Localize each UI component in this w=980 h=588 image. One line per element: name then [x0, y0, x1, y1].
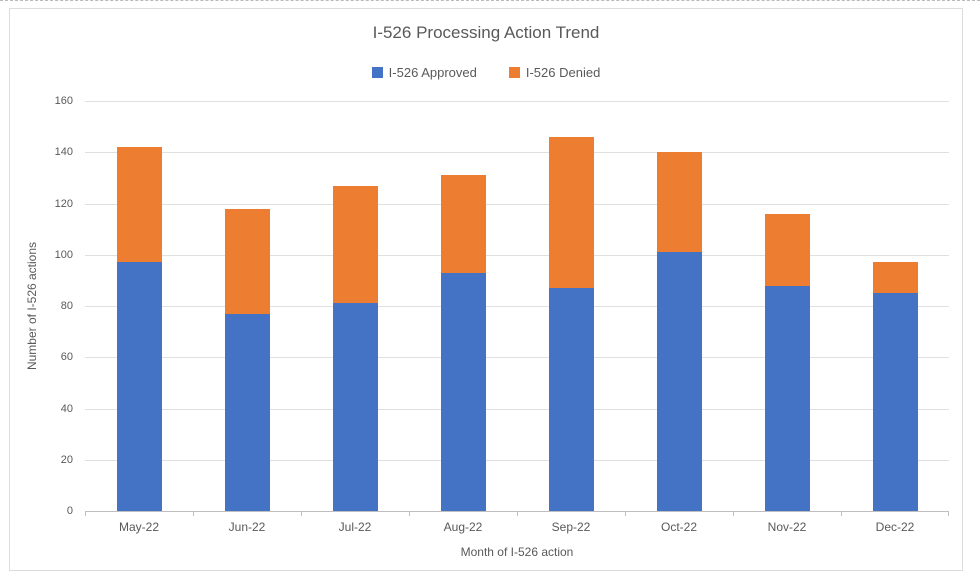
x-tick-label: Nov-22: [767, 520, 807, 534]
bar-segment-i-526-denied: [764, 213, 810, 286]
y-gridline: [85, 101, 949, 102]
y-axis-title: Number of I-526 actions: [25, 241, 39, 371]
y-tick-label: 60: [60, 351, 73, 364]
y-tick-label: 20: [60, 453, 73, 466]
x-tick-label: Jul-22: [338, 520, 372, 534]
page-break-dashed-line: [0, 0, 980, 1]
legend-swatch-icon: [508, 67, 520, 78]
x-axis-title: Month of I-526 action: [460, 545, 574, 559]
y-tick-label: 40: [60, 402, 73, 415]
bar-segment-i-526-approved: [224, 313, 270, 511]
x-axis-tick: [625, 511, 626, 516]
bar-segment-i-526-denied: [224, 208, 270, 314]
x-axis-tick: [517, 511, 518, 516]
x-tick-label: Aug-22: [443, 520, 483, 534]
x-axis-tick: [85, 511, 86, 516]
bar-segment-i-526-denied: [440, 175, 486, 273]
bar-jun-22: [224, 208, 270, 511]
bar-sep-22: [548, 136, 594, 511]
x-axis-tick: [409, 511, 410, 516]
x-tick-label: Jun-22: [228, 520, 266, 534]
legend-item-i-526-denied: I-526 Denied: [508, 65, 601, 80]
bar-segment-i-526-approved: [440, 272, 486, 511]
bar-segment-i-526-denied: [548, 136, 594, 289]
bar-segment-i-526-denied: [332, 185, 378, 304]
y-tick-label: 0: [66, 505, 73, 517]
x-axis-tick: [948, 511, 949, 516]
chart-frame: I-526 Processing Action Trend I-526 Appr…: [9, 8, 963, 571]
bar-segment-i-526-denied: [116, 147, 162, 263]
legend-label: I-526 Approved: [388, 65, 477, 80]
x-tick-label: Sep-22: [551, 520, 591, 534]
y-gridline: [85, 408, 949, 410]
y-tick-label: 160: [54, 95, 73, 107]
x-axis-tick: [193, 511, 194, 516]
x-tick-label: Dec-22: [875, 520, 915, 534]
y-tick-label: 140: [54, 146, 73, 159]
y-tick-label: 100: [54, 248, 73, 261]
bar-jul-22: [332, 185, 378, 511]
y-tick-label: 120: [54, 197, 73, 210]
y-gridline: [85, 254, 949, 256]
plot-area: 0 20 40 60 80 100 120 140 160 May-22 Jun-22 Jul-22 A…: [55, 95, 949, 534]
legend-label: I-526 Denied: [525, 65, 601, 80]
bar-dec-22: [872, 262, 918, 511]
x-axis-tick: [301, 511, 302, 516]
y-tick-label: 80: [60, 300, 73, 312]
bar-segment-i-526-denied: [656, 152, 702, 253]
chart-title: I-526 Processing Action Trend: [372, 23, 600, 42]
y-gridline: [85, 152, 949, 154]
bar-segment-i-526-approved: [656, 252, 702, 511]
bar-oct-22: [656, 152, 702, 511]
x-axis-tick: [733, 511, 734, 516]
bar-segment-i-526-approved: [548, 288, 594, 511]
bar-segment-i-526-approved: [872, 293, 918, 511]
bar-segment-i-526-approved: [764, 285, 810, 511]
bar-segment-i-526-approved: [116, 262, 162, 511]
y-gridline: [85, 357, 949, 359]
bar-may-22: [116, 147, 162, 511]
legend: I-526 Approved I-526 Denied: [10, 65, 962, 80]
y-gridline: [85, 459, 949, 461]
legend-item-i-526-approved: I-526 Approved: [371, 65, 477, 80]
bar-nov-22: [764, 213, 810, 511]
legend-swatch-icon: [371, 67, 383, 78]
bar-segment-i-526-approved: [332, 303, 378, 511]
x-axis-tick: [841, 511, 842, 516]
y-gridline: [85, 306, 949, 307]
bar-aug-22: [440, 175, 486, 511]
y-gridline: [85, 203, 949, 205]
bar-segment-i-526-denied: [872, 262, 918, 294]
x-tick-label: May-22: [118, 520, 159, 534]
x-tick-label: Oct-22: [660, 520, 697, 534]
